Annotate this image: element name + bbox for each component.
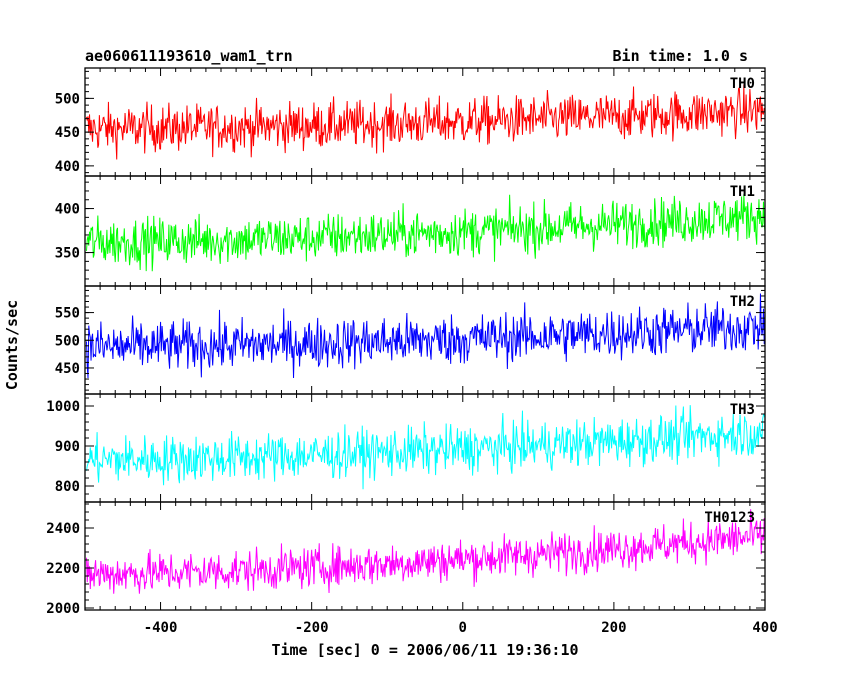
y-axis-label: Counts/sec [3, 300, 21, 390]
series-line-th2 [86, 293, 766, 379]
panel-th0: 400 450 500 TH0 [55, 67, 766, 177]
y-tick-label: 450 [55, 125, 80, 141]
panel-label-th1: TH1 [730, 184, 755, 200]
panel-th0123: 2000 2200 2400 TH0123 [46, 501, 766, 617]
panel-label-th2: TH2 [730, 294, 755, 310]
x-tick-label: -200 [295, 620, 329, 636]
y-tick-label: 400 [55, 202, 80, 218]
y-tick-label: 900 [55, 439, 80, 455]
x-tick-label: 400 [752, 620, 777, 636]
y-tick-label: 500 [55, 91, 80, 107]
series-line-th0123 [86, 509, 766, 594]
y-tick-label: 350 [55, 246, 80, 262]
panel-label-th3: TH3 [730, 402, 755, 418]
series-line-th3 [86, 405, 766, 490]
x-tick-label: -400 [144, 620, 178, 636]
y-tick-label: 550 [55, 306, 80, 322]
panel-label-th0: TH0 [730, 76, 755, 92]
panel-th1: 350 400 TH1 [55, 175, 766, 287]
x-tick-label: 200 [601, 620, 626, 636]
bin-time-label: Bin time: 1.0 s [613, 47, 748, 65]
y-tick-label: 2200 [46, 561, 80, 577]
y-tick-label: 400 [55, 159, 80, 175]
series-line-th0 [86, 84, 766, 160]
series-line-th1 [86, 194, 766, 272]
panels-group: 400 450 500 TH0 350 400 TH1 450 500 550 TH2 800 900 1… [46, 67, 778, 636]
y-tick-label: 500 [55, 333, 80, 349]
y-tick-label: 800 [55, 479, 80, 495]
x-axis-label: Time [sec] 0 = 2006/06/11 19:36:10 [271, 641, 578, 659]
panel-label-th0123: TH0123 [704, 510, 755, 526]
panel-th3: 800 900 1000 TH3 [46, 393, 766, 503]
y-tick-label: 2400 [46, 521, 80, 537]
x-tick-label: 0 [459, 620, 467, 636]
panel-th2: 450 500 550 TH2 [55, 285, 766, 395]
y-tick-label: 2000 [46, 601, 80, 617]
panel-frame [84, 501, 766, 611]
y-tick-label: 450 [55, 361, 80, 377]
y-tick-label: 1000 [46, 399, 80, 415]
chart-title: ae060611193610_wam1_trn [85, 47, 293, 65]
